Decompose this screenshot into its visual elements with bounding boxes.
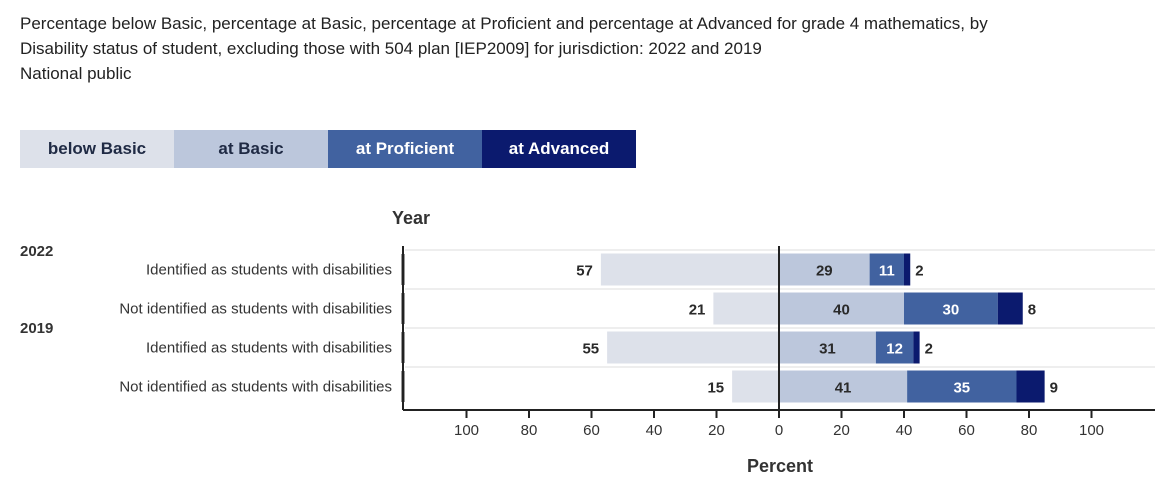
bar-basic (779, 292, 904, 325)
bar-below-basic (607, 331, 779, 364)
legend-at-proficient-label: at Proficient (355, 139, 455, 158)
x-tick-label: 100 (454, 422, 479, 439)
legend-below-basic: below Basic (20, 130, 174, 168)
label-basic: 40 (833, 302, 850, 319)
bar-below-basic (713, 292, 779, 325)
bar-proficient (904, 292, 998, 325)
label-advanced: 8 (1028, 302, 1036, 319)
legend-at-basic-label: at Basic (218, 139, 284, 158)
row-label: Identified as students with disabilities (146, 340, 392, 357)
label-basic: 41 (835, 380, 852, 397)
label-proficient: 35 (953, 380, 970, 397)
bar-basic (779, 370, 908, 403)
legend-at-proficient: at Proficient (328, 130, 482, 168)
x-tick-label: 80 (1021, 422, 1038, 439)
label-below-basic: 55 (582, 341, 599, 358)
group-year-label: 2022 (20, 243, 53, 260)
x-tick-label: 60 (583, 422, 600, 439)
bar-proficient (869, 253, 904, 286)
label-proficient: 11 (879, 263, 895, 280)
x-tick-label: 40 (646, 422, 663, 439)
x-axis-title: Percent (747, 456, 813, 476)
row-label: Not identified as students with disabili… (119, 301, 392, 318)
row-label: Not identified as students with disabili… (119, 379, 392, 396)
label-advanced: 2 (915, 263, 923, 280)
x-tick-label: 40 (896, 422, 913, 439)
label-proficient: 12 (886, 341, 903, 358)
x-tick-label: 60 (958, 422, 975, 439)
title-line-1: Percentage below Basic, percentage at Ba… (20, 14, 988, 33)
x-tick-label: 80 (521, 422, 538, 439)
y-axis-title: Year (392, 208, 430, 228)
bar-advanced (904, 253, 911, 286)
chart-title: Percentage below Basic, percentage at Ba… (20, 11, 1130, 86)
bar-advanced (1016, 370, 1045, 403)
bar-advanced (997, 292, 1023, 325)
x-tick-label: 100 (1079, 422, 1104, 439)
bar-advanced (913, 331, 920, 364)
label-proficient: 30 (943, 302, 960, 319)
label-below-basic: 15 (707, 380, 724, 397)
row-label: Identified as students with disabilities (146, 262, 392, 279)
x-tick-label: 0 (775, 422, 783, 439)
label-advanced: 2 (925, 341, 933, 358)
bar-basic (779, 253, 870, 286)
legend-at-basic: at Basic (174, 130, 328, 168)
title-line-3: National public (20, 64, 132, 83)
label-basic: 29 (816, 263, 833, 280)
label-below-basic: 57 (576, 263, 593, 280)
label-below-basic: 21 (689, 302, 706, 319)
bar-below-basic (600, 253, 779, 286)
bar-below-basic (732, 370, 779, 403)
label-basic: 31 (819, 341, 836, 358)
legend-below-basic-label: below Basic (47, 139, 147, 158)
bar-basic (779, 331, 876, 364)
group-year-label: 2019 (20, 320, 53, 337)
bar-proficient (875, 331, 914, 364)
legend-at-advanced: at Advanced (482, 130, 636, 168)
label-advanced: 9 (1050, 380, 1058, 397)
x-tick-label: 20 (708, 422, 725, 439)
legend-at-advanced-label: at Advanced (508, 139, 610, 158)
title-line-2: Disability status of student, excluding … (20, 39, 762, 58)
x-tick-label: 20 (833, 422, 850, 439)
bar-proficient (907, 370, 1017, 403)
legend: below Basic at Basic at Proficient at Ad… (20, 130, 636, 168)
